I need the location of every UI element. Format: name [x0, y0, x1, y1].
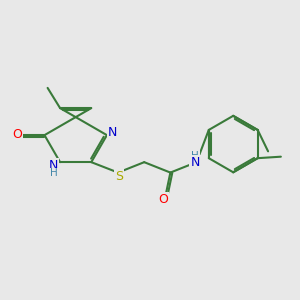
Text: H: H — [50, 169, 57, 178]
Text: O: O — [159, 194, 169, 206]
Text: N: N — [190, 156, 200, 169]
Text: H: H — [191, 151, 199, 160]
Text: O: O — [12, 128, 22, 141]
Text: S: S — [115, 170, 123, 183]
Text: N: N — [49, 159, 58, 172]
Text: N: N — [108, 126, 117, 139]
